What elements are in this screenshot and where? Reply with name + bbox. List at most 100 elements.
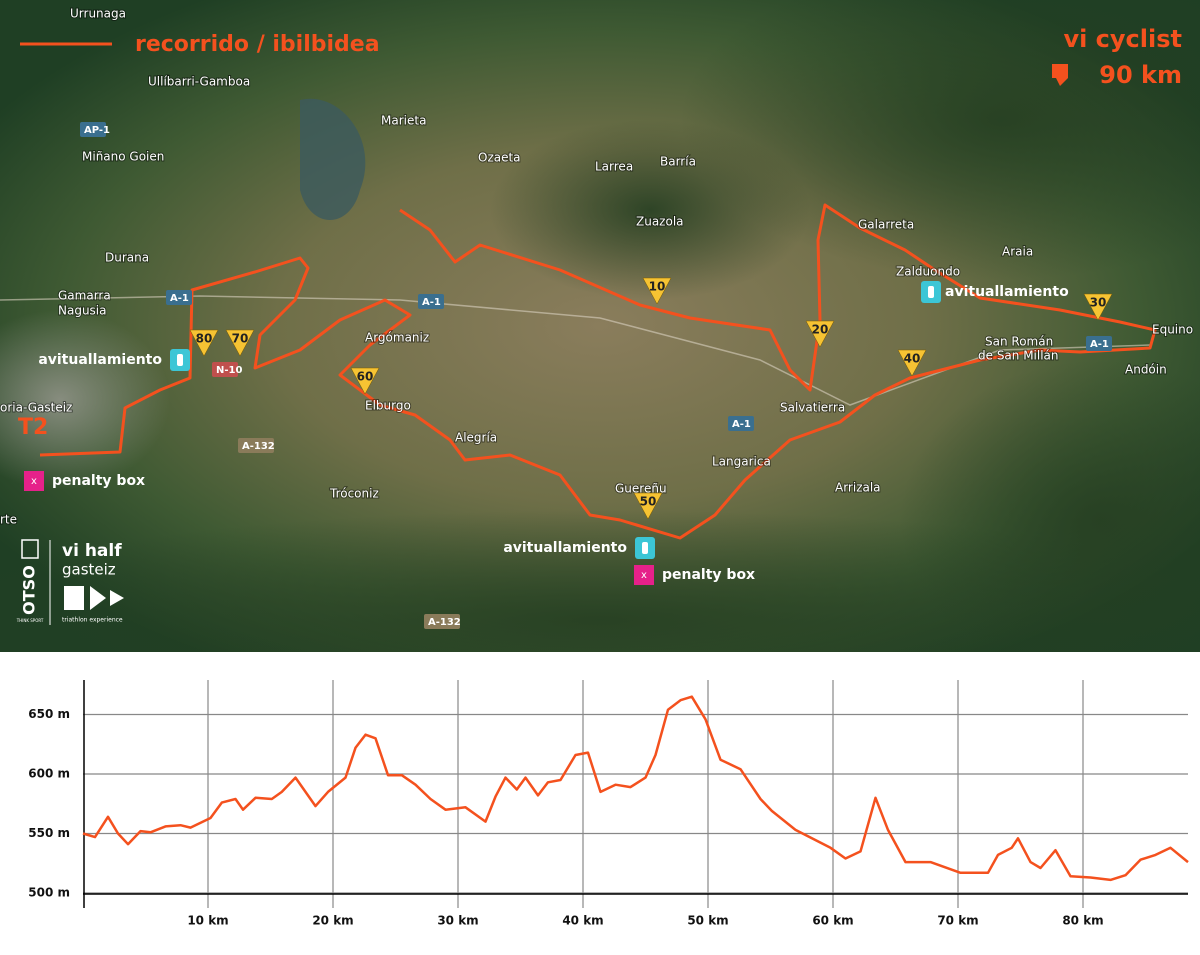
legend-label: recorrido / ibilbidea [135,32,380,57]
place-label: Guereñu [615,482,667,496]
brand-icon [1052,64,1068,86]
km-marker-label: 10 [649,280,666,294]
road-label: A-1 [732,419,751,430]
road-label: A-132 [428,617,461,628]
road-shield [238,438,274,453]
km-marker [642,277,672,305]
place-label: de San Millán [978,349,1059,363]
place-label: Tróconiz [329,487,379,501]
km-marker [1083,293,1113,321]
x-tick-label: 50 km [687,914,728,928]
km-marker-label: 80 [196,332,213,346]
aid-label: avituallamiento [503,540,627,556]
x-tick-label: 60 km [812,914,853,928]
km-marker-label: 30 [1090,296,1107,310]
elevation-line [82,695,1189,882]
terrain [680,0,1200,280]
place-label: Ullíbarri-Gamboa [148,75,250,89]
km-marker [350,367,380,395]
place-label: Barría [660,155,696,169]
penalty-icon [634,565,654,585]
road-label: AP-1 [84,125,110,136]
place-label: Galarreta [858,218,914,232]
km-marker [633,492,663,520]
place-label: Nagusia [58,304,107,318]
place-label: Zalduondo [896,265,960,279]
aid-icon-bottle [928,286,934,298]
road-label: A-1 [170,293,189,304]
logo-icon [21,539,39,559]
road-shield [424,614,460,629]
place-label: Zuazola [636,215,684,229]
road-shield [1086,336,1112,351]
y-tick-label: 550 m [28,826,70,840]
brand: vi cyclist [1063,25,1182,53]
x-tick-label: 10 km [187,914,228,928]
penalty-label: penalty box [52,473,145,489]
road-label: A-132 [242,441,275,452]
place-label: Andóin [1125,363,1167,377]
logo-tagline: THINK SPORT [16,618,44,623]
city-area [0,310,170,490]
road-shield [212,362,238,377]
km-marker-label: 50 [640,495,657,509]
place-label: Salvatierra [780,401,845,415]
km-marker [805,320,835,348]
terrain [0,510,1200,652]
road-shield [418,294,444,309]
km-marker [189,329,219,357]
x-tick-label: 20 km [312,914,353,928]
place-label: Equino [1152,323,1193,337]
road-shield [166,290,192,305]
penalty-label: penalty box [662,567,755,583]
y-tick-label: 500 m [28,886,70,900]
reservoir [300,98,366,220]
place-label: Argómaniz [365,331,429,345]
place-label: Larrea [595,160,633,174]
penalty-icon-label: x [641,570,647,581]
distance: 90 km [1099,61,1182,89]
route [39,203,1157,540]
y-tick-label: 650 m [28,707,70,721]
logo-subtitle: triathlon experience [62,617,123,624]
place-label: rte [0,513,17,527]
logo-symbol [64,586,124,610]
km-marker-label: 20 [812,323,829,337]
logo-name: vi half [62,541,122,561]
place-label: Marieta [381,114,426,128]
start-label: T2 [18,415,48,440]
road-label: N-10 [216,365,242,376]
aid-label: avituallamiento [945,284,1069,300]
terrain [900,360,1200,652]
place-label: Miñano Goien [82,150,164,164]
place-label: Alegría [455,431,497,445]
aid-icon-bottle [642,542,648,554]
km-marker [225,329,255,357]
logo: OTSO THINK SPORT vi half gasteiz triathl… [16,539,124,625]
penalty-icon-label: x [31,476,37,487]
place-label: San Román [985,335,1053,349]
place-label: Gamarra [58,289,111,303]
place-label: oria-Gasteiz [0,401,72,415]
place-label: Elburgo [365,399,411,413]
road-label: A-1 [1090,339,1109,350]
x-tick-label: 80 km [1062,914,1103,928]
x-tick-label: 70 km [937,914,978,928]
aid-icon-bottle [177,354,183,366]
km-marker [897,349,927,377]
place-label: Arrizala [835,481,881,495]
route-map: recorrido / ibilbidea vi cyclist 90 km T… [0,0,1200,652]
penalty-icon [24,471,44,491]
km-marker-label: 60 [357,370,374,384]
place-label: Durana [105,251,149,265]
elevation-chart: 500 m 550 m 600 m 650 m 10 km 20 km 30 km 40 km… [28,680,1189,928]
km-marker-label: 40 [904,352,921,366]
x-tick-label: 40 km [562,914,603,928]
logo-mark: OTSO [20,565,39,615]
road-label: A-1 [422,297,441,308]
place-label: Araia [1002,245,1033,259]
road-shield [728,416,754,431]
terrain [490,120,810,300]
place-label: Langarica [712,455,771,469]
